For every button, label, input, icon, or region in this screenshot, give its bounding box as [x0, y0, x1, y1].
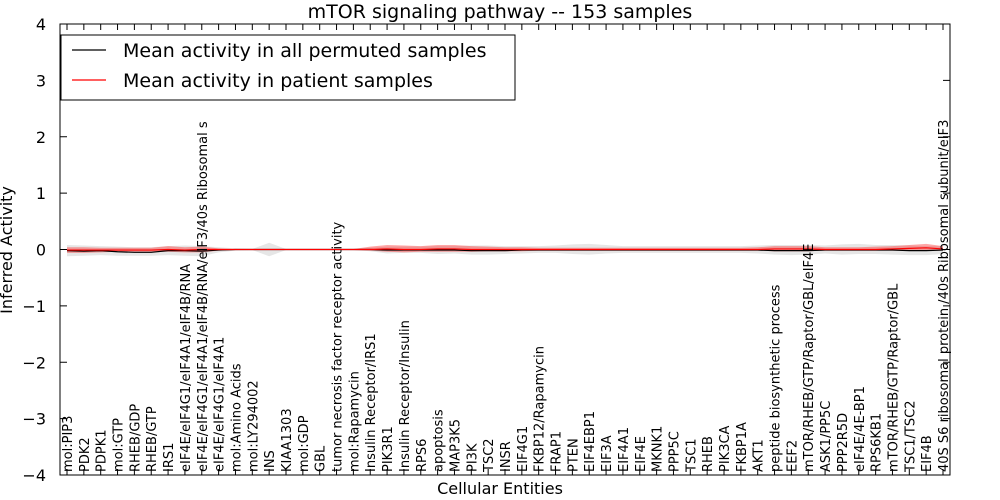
x-tick-label: PDK2	[78, 437, 93, 472]
x-tick-label: TSC1	[684, 438, 699, 473]
y-tick-label: 1	[36, 184, 46, 203]
x-tick-label: KIAA1303	[280, 408, 295, 472]
x-tick-label: mol:GDP	[297, 415, 312, 472]
x-tick-label: TSC1/TSC2	[903, 401, 918, 473]
x-tick-label: GBL	[314, 445, 329, 472]
x-tick-label: 40S S6 ribosomal protein /40s Ribosomal …	[937, 120, 952, 472]
x-tick-label: EIF4A1	[617, 427, 632, 472]
x-tick-label: eIF4E/4E-BP1	[853, 386, 868, 472]
series-line-1	[67, 247, 944, 251]
y-axis-label: Inferred Activity	[0, 186, 16, 314]
series-line-0	[66, 248, 944, 253]
x-tick-label: PI3K	[465, 443, 480, 472]
x-tick-label: EIF4G1	[516, 426, 531, 472]
y-tick-label: −4	[22, 466, 46, 485]
x-axis: mol:PIP3 PDK2 PDPK1 mol:GTP RHEB/GDP RHEB/GTP…	[61, 24, 952, 475]
x-tick-label: PIK3R1	[381, 426, 396, 472]
x-tick-label: eIF4E/eIF4G1/eIF4A1/eIF4B/RNA	[179, 264, 194, 472]
x-tick-label: EIF4E	[634, 436, 649, 472]
x-tick-label: EIF3A	[600, 435, 615, 472]
y-tick-label: 2	[36, 128, 46, 147]
y-tick-label: −3	[22, 410, 46, 429]
x-tick-label: AKT1	[752, 439, 767, 472]
x-tick-label: apoptosis	[432, 409, 447, 472]
series-lines	[66, 247, 944, 253]
x-tick-label: EIF4B	[920, 435, 935, 472]
x-tick-label: PDPK1	[95, 430, 110, 473]
x-tick-label: FKBP1A	[735, 422, 750, 472]
x-tick-label: ASK1/PP5C	[819, 401, 834, 472]
y-tick-label: −2	[22, 353, 46, 372]
y-tick-label: −1	[22, 297, 46, 316]
x-tick-label: Insulin Receptor/IRS1	[364, 333, 379, 472]
x-tick-label: peptide biosynthetic process	[769, 284, 784, 472]
x-tick-label: PPP5C	[667, 431, 682, 472]
y-tick-label: 0	[36, 241, 46, 260]
x-tick-label: eIF4E/eIF4G1/eIF4A1/eIF4B/RNA/eIF3/40s R…	[196, 121, 211, 472]
x-tick-label: EEF2	[785, 440, 800, 472]
x-tick-label: mTOR/RHEB/GTP/Raptor/GBL/eIF4E	[802, 244, 817, 473]
x-tick-label: INSR	[499, 441, 514, 472]
x-tick-label: mTOR/RHEB/GTP/Raptor/GBL	[886, 283, 901, 472]
x-tick-label: EIF4EBP1	[583, 411, 598, 472]
y-tick-label: 4	[36, 15, 46, 34]
y-axis: −4 −3 −2 −1 0 1 2 3 4	[22, 15, 950, 485]
x-tick-label: PTEN	[566, 438, 581, 472]
legend: Mean activity in all permuted samples Me…	[60, 34, 516, 101]
x-tick-label: mol:Amino Acids	[229, 363, 244, 472]
x-tick-label: mol:GTP	[112, 418, 127, 472]
x-tick-label: mol:LY294002	[246, 380, 261, 472]
x-tick-label: IRS1	[162, 443, 177, 472]
x-tick-label: MKNK1	[651, 426, 666, 472]
x-tick-label: mol:Rapamycin	[347, 371, 362, 472]
x-tick-label: MAP3K5	[448, 419, 463, 472]
x-tick-label: tumor necrosis factor receptor activity	[331, 221, 346, 472]
x-tick-label: FRAP1	[550, 431, 565, 472]
chart-title: mTOR signaling pathway -- 153 samples	[308, 1, 693, 23]
x-tick-label: INS	[263, 450, 278, 472]
x-tick-label: RHEB	[701, 436, 716, 472]
x-tick-label: PPP2R5D	[836, 413, 851, 472]
legend-label-patient: Mean activity in patient samples	[123, 70, 433, 92]
x-tick-label: eIF4E/eIF4G1/eIF4A1	[213, 337, 228, 472]
x-tick-label: Insulin Receptor/Insulin	[398, 320, 413, 472]
x-tick-label: PIK3CA	[718, 425, 733, 472]
legend-label-permuted: Mean activity in all permuted samples	[123, 40, 486, 62]
x-tick-label: FKBP12/Rapamycin	[533, 346, 548, 472]
x-tick-label: RPS6	[415, 439, 430, 472]
x-tick-label: RHEB/GDP	[128, 404, 143, 472]
x-tick-label: RPS6KB1	[870, 413, 885, 472]
x-tick-label: TSC2	[482, 438, 497, 473]
x-tick-label: mol:PIP3	[61, 416, 76, 472]
y-tick-label: 3	[36, 71, 46, 90]
legend-box	[60, 34, 516, 101]
x-tick-label: RHEB/GTP	[145, 406, 160, 472]
x-axis-label: Cellular Entities	[437, 479, 563, 498]
